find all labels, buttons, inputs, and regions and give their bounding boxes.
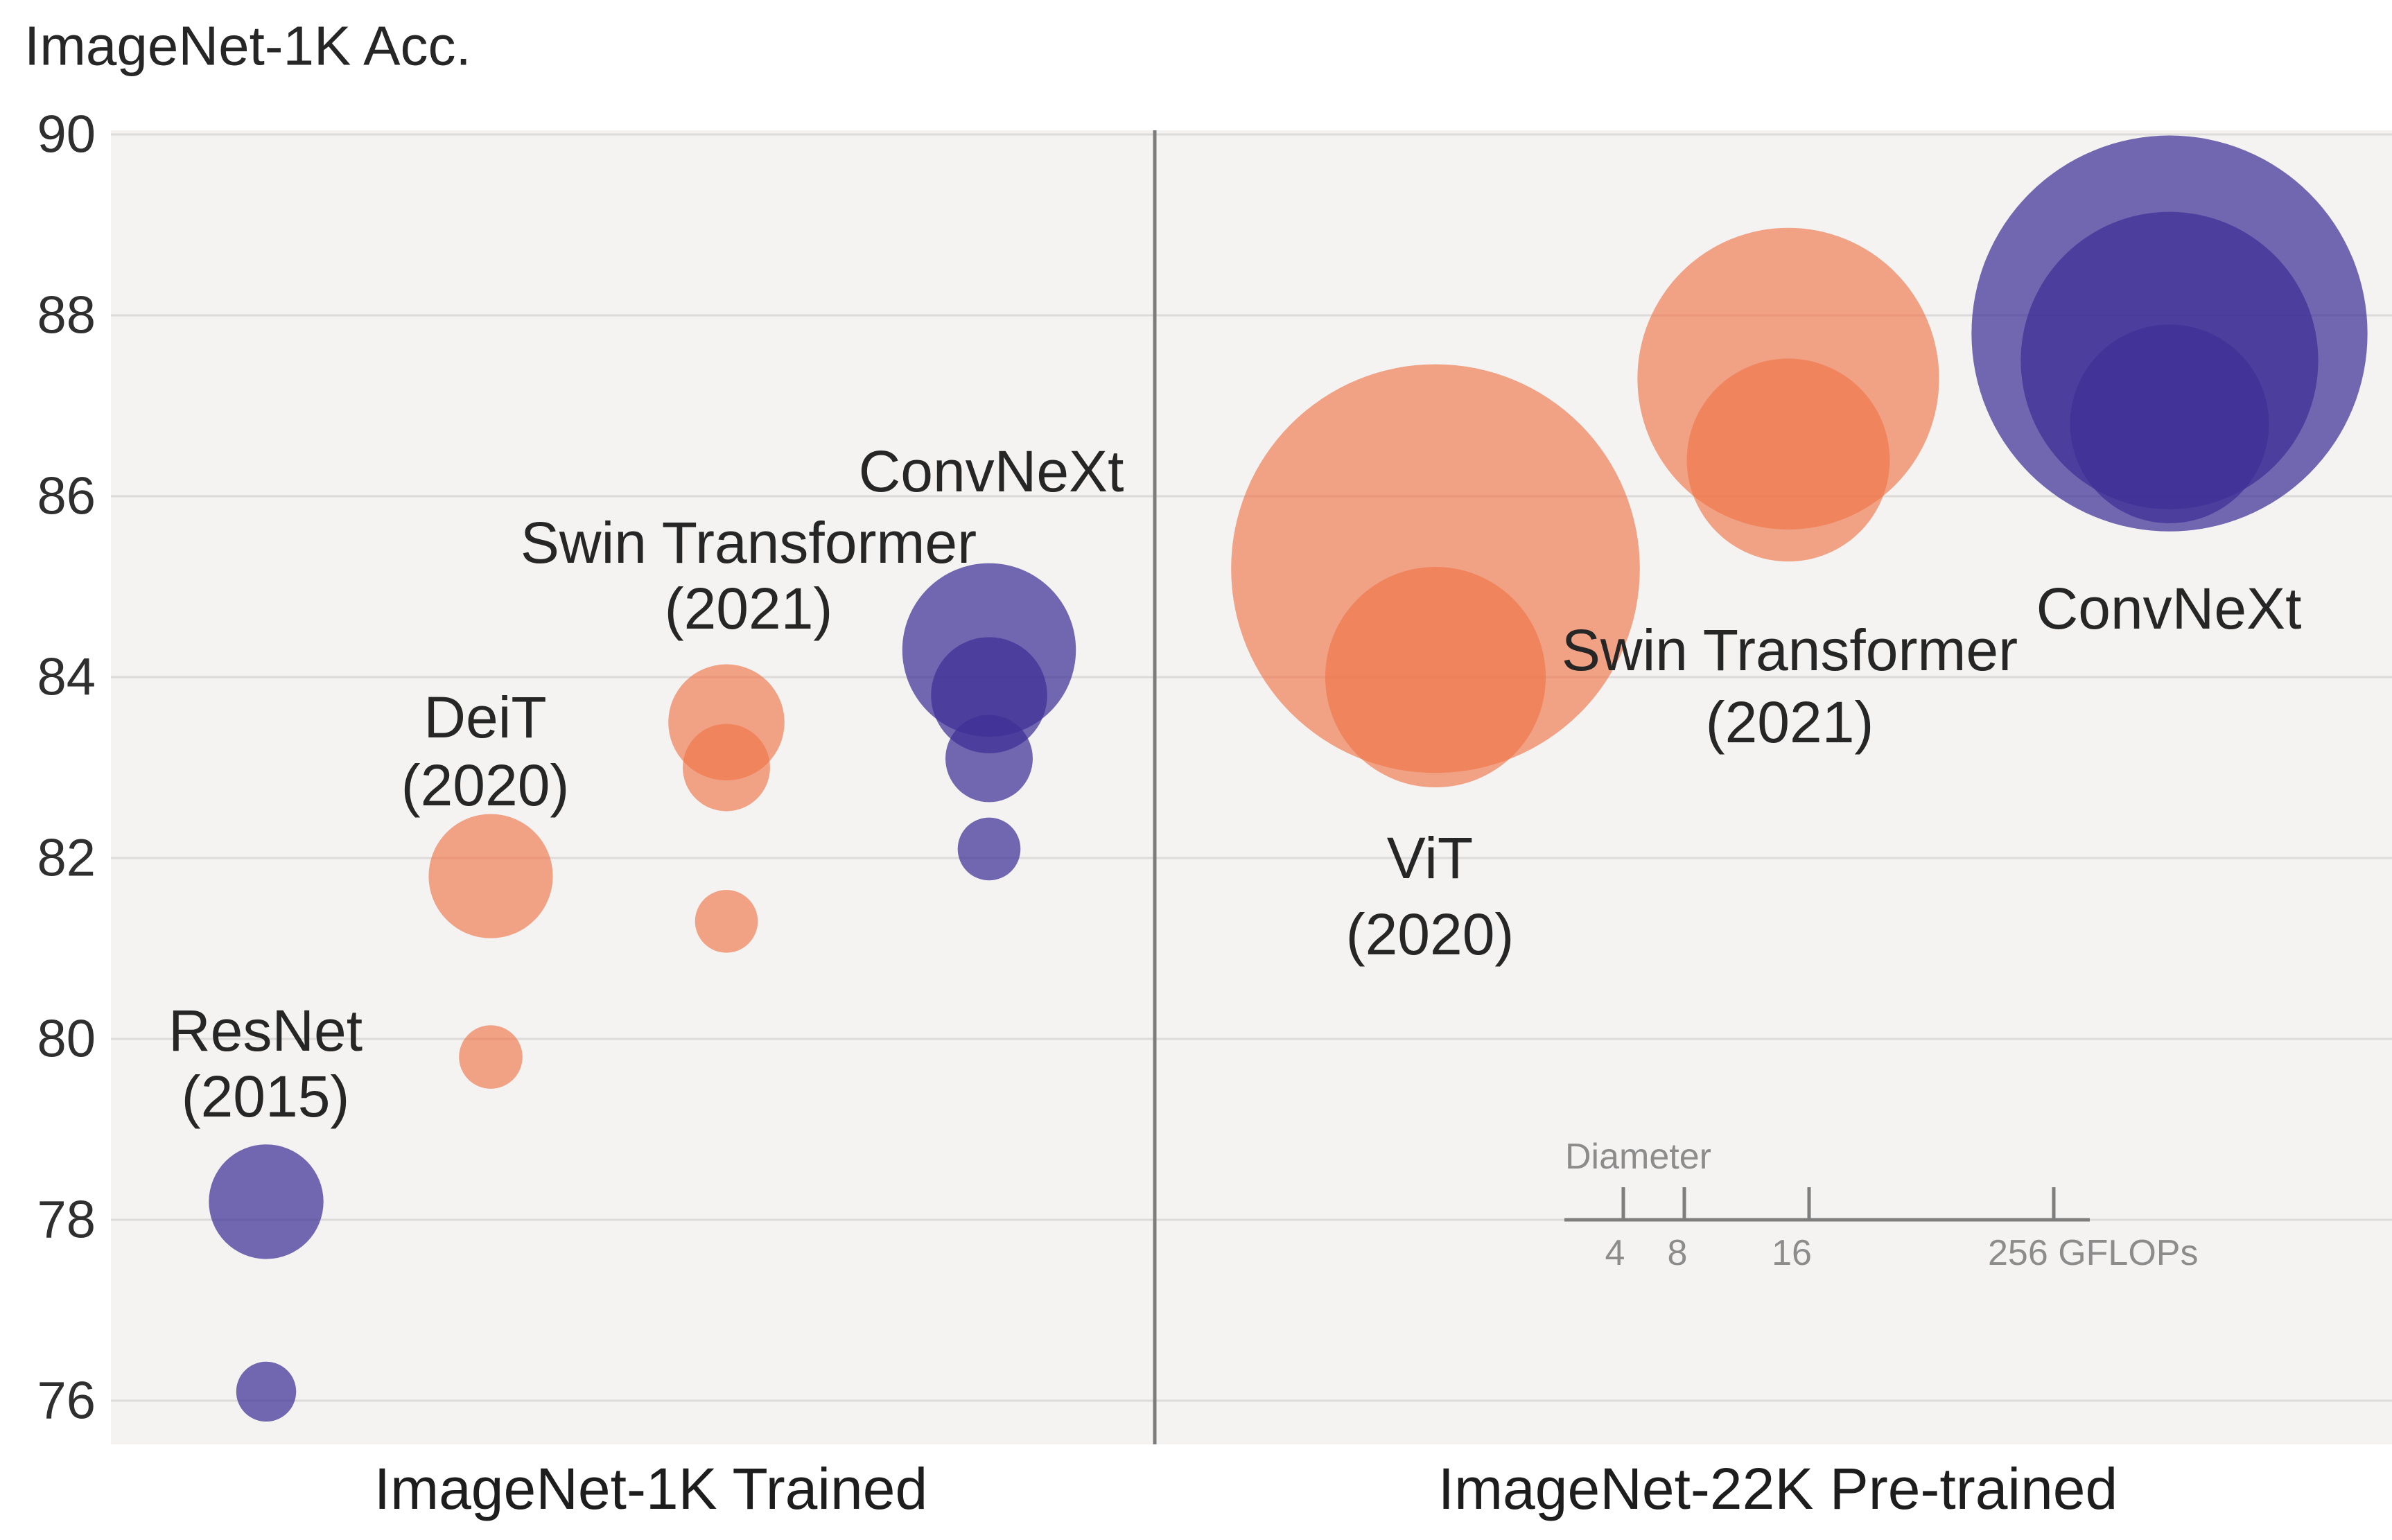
- bubbles-layer: [209, 135, 2368, 1422]
- bubble-deit-79.8: [459, 1025, 523, 1089]
- legend-tick-label-4: 4: [1605, 1233, 1625, 1273]
- legend-title-diameter: Diameter: [1565, 1137, 1711, 1177]
- bubble-resnet-78.2: [209, 1144, 324, 1259]
- bubble-swin-transformer-86.4: [1686, 358, 1890, 562]
- bubble-resnet-76.1: [236, 1361, 297, 1422]
- bubble-convnext-83.8: [931, 637, 1047, 753]
- annotation-swin-transformer-line1: Swin Transformer: [1562, 618, 2018, 683]
- annotation-swin-transformer-line2: (2021): [665, 576, 833, 641]
- bubble-convnext-86.8: [2070, 324, 2269, 523]
- bubble-deit-81.8: [428, 814, 553, 938]
- bubble-swin-transformer-83: [683, 724, 770, 812]
- legend-tick-label-256-gflops: 256 GFLOPs: [1988, 1233, 2198, 1273]
- annotation-resnet-line1: ResNet: [168, 998, 363, 1063]
- annotation-swin-transformer-line1: Swin Transformer: [521, 510, 977, 575]
- y-tick-label-76: 76: [37, 1372, 96, 1430]
- annotation-convnext-line1: ConvNeXt: [2036, 576, 2302, 641]
- bubble-vit-84: [1325, 566, 1546, 788]
- annotation-convnext-line1: ConvNeXt: [859, 439, 1124, 504]
- annotation-vit-line2: (2020): [1346, 902, 1514, 967]
- size-legend: Diameter 4 8 16 256 GFLOPs: [1564, 1137, 2198, 1273]
- y-tick-label-82: 82: [37, 829, 96, 888]
- bubble-swin-transformer-81.3: [695, 890, 758, 953]
- y-tick-label-80: 80: [37, 1010, 96, 1069]
- legend-tick-label-16: 16: [1772, 1233, 1812, 1273]
- y-tick-label-78: 78: [37, 1191, 96, 1250]
- y-tick-label-84: 84: [37, 648, 96, 707]
- panel-label-imagenet-1k-trained: ImageNet-1K Trained: [374, 1456, 927, 1521]
- y-tick-label-88: 88: [37, 286, 96, 345]
- annotation-vit-line1: ViT: [1387, 825, 1473, 891]
- annotation-resnet-line2: (2015): [182, 1064, 350, 1129]
- bubble-convnext-83.1: [945, 715, 1033, 803]
- bubble-convnext-82.1: [957, 817, 1021, 881]
- legend-tick-label-8: 8: [1668, 1233, 1688, 1273]
- y-tick-label-90: 90: [37, 105, 96, 164]
- annotation-swin-transformer-line2: (2021): [1706, 690, 1874, 755]
- y-tick-label-86: 86: [37, 467, 96, 526]
- annotation-deit-line1: DeiT: [424, 685, 546, 750]
- panel-label-imagenet-22k-pretrained: ImageNet-22K Pre-trained: [1438, 1456, 2118, 1521]
- chart-title: ImageNet-1K Acc.: [24, 15, 471, 77]
- annotations-layer: ResNet(2015)DeiT(2020)Swin Transformer(2…: [168, 439, 2301, 1129]
- annotation-deit-line2: (2020): [401, 753, 570, 818]
